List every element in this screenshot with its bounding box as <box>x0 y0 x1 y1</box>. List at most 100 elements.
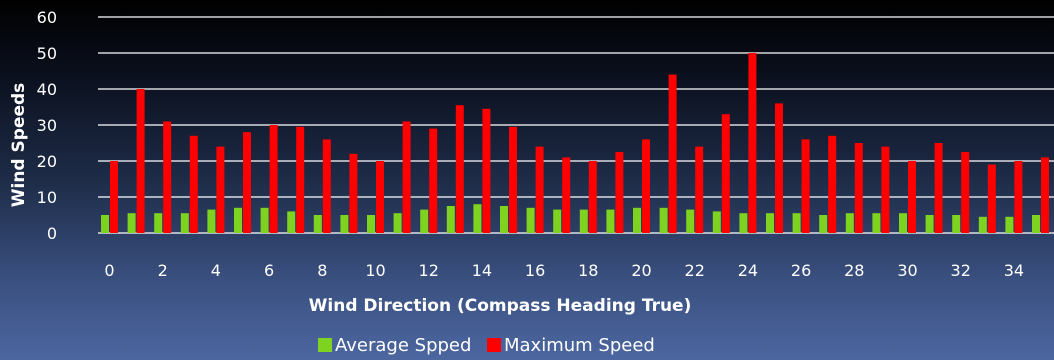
bar-average-27 <box>819 215 828 233</box>
bar-maximum-2 <box>163 121 172 233</box>
x-tick-label-20: 20 <box>631 261 651 280</box>
grid-lines <box>98 16 1054 234</box>
x-tick-label-22: 22 <box>685 261 705 280</box>
bar-maximum-8 <box>322 139 331 233</box>
bar-maximum-33 <box>987 164 996 233</box>
bar-maximum-0 <box>110 161 118 233</box>
x-tick-label-16: 16 <box>525 261 545 280</box>
bar-average-8 <box>313 215 322 233</box>
bar-average-13 <box>446 206 455 233</box>
bar-maximum-23 <box>721 114 730 233</box>
bar-average-35 <box>1032 215 1040 233</box>
y-tick-labels: 0 10 20 30 40 50 60 <box>37 8 57 243</box>
bar-average-17 <box>553 209 562 233</box>
bar-maximum-28 <box>854 143 863 233</box>
x-tick-label-34: 34 <box>1004 261 1024 280</box>
y-tick-label-40: 40 <box>37 80 57 99</box>
legend-label-maximum: Maximum Speed <box>504 335 655 356</box>
y-tick-label-20: 20 <box>37 152 57 171</box>
bar-average-28 <box>845 213 854 233</box>
bar-average-15 <box>500 206 508 233</box>
bar-average-5 <box>234 207 242 233</box>
legend-swatch-average <box>318 338 332 352</box>
x-tick-label-32: 32 <box>951 261 971 280</box>
bar-maximum-7 <box>296 126 305 233</box>
bar-maximum-30 <box>908 161 916 233</box>
bar-average-23 <box>712 211 721 233</box>
bar-maximum-32 <box>961 152 970 233</box>
bar-average-24 <box>739 213 748 233</box>
bar-maximum-34 <box>1014 161 1023 233</box>
x-tick-label-18: 18 <box>578 261 598 280</box>
bar-average-10 <box>367 215 375 233</box>
bar-average-20 <box>633 207 641 233</box>
x-tick-label-30: 30 <box>897 261 917 280</box>
bar-average-7 <box>287 211 296 233</box>
bar-average-29 <box>872 213 881 233</box>
bar-maximum-3 <box>189 135 198 233</box>
bar-average-22 <box>686 209 695 233</box>
bar-average-3 <box>180 213 189 233</box>
x-tick-label-14: 14 <box>472 261 492 280</box>
bar-average-14 <box>473 204 482 233</box>
bar-maximum-16 <box>535 146 544 233</box>
legend-swatch-maximum <box>487 338 501 352</box>
bar-average-32 <box>952 215 961 233</box>
bar-maximum-35 <box>1041 157 1049 233</box>
bar-maximum-26 <box>801 139 810 233</box>
x-tick-label-28: 28 <box>844 261 864 280</box>
bar-maximum-22 <box>695 146 704 233</box>
legend: Average Spped Maximum Speed <box>318 335 655 356</box>
x-tick-label-2: 2 <box>158 261 168 280</box>
x-tick-label-10: 10 <box>365 261 385 280</box>
bar-maximum-21 <box>668 74 677 233</box>
y-tick-label-50: 50 <box>37 44 57 63</box>
bar-maximum-25 <box>775 103 783 234</box>
y-tick-label-10: 10 <box>37 188 57 207</box>
bar-maximum-29 <box>881 146 890 233</box>
y-tick-label-0: 0 <box>47 224 57 243</box>
bar-average-6 <box>260 207 269 233</box>
bar-average-33 <box>978 216 987 233</box>
y-tick-label-30: 30 <box>37 116 57 135</box>
bar-maximum-17 <box>562 157 571 233</box>
legend-label-average: Average Spped <box>335 335 471 356</box>
bar-average-0 <box>101 215 109 233</box>
bar-average-4 <box>207 209 216 233</box>
bar-average-9 <box>340 215 349 233</box>
bar-maximum-18 <box>588 161 597 233</box>
bar-average-21 <box>659 207 668 233</box>
bar-maximum-6 <box>269 125 278 233</box>
bar-maximum-10 <box>376 161 384 233</box>
bar-average-18 <box>579 209 588 233</box>
x-tick-label-4: 4 <box>211 261 221 280</box>
x-tick-label-12: 12 <box>419 261 439 280</box>
x-tick-label-26: 26 <box>791 261 811 280</box>
x-tick-label-6: 6 <box>264 261 274 280</box>
bar-average-1 <box>127 213 136 233</box>
bar-average-11 <box>393 213 402 233</box>
bar-average-25 <box>766 213 774 233</box>
x-tick-labels: 0 2 4 6 8 10 12 14 16 18 20 22 24 26 28 30 32 34 <box>104 261 1024 280</box>
x-axis-title: Wind Direction (Compass Heading True) <box>309 296 692 316</box>
x-tick-label-8: 8 <box>317 261 327 280</box>
y-tick-label-60: 60 <box>37 8 57 27</box>
bar-average-2 <box>154 213 163 233</box>
bar-maximum-31 <box>934 143 943 233</box>
bars <box>101 53 1049 234</box>
bar-maximum-11 <box>402 121 411 233</box>
bar-maximum-13 <box>455 105 464 233</box>
x-tick-label-24: 24 <box>738 261 758 280</box>
x-tick-label-0: 0 <box>104 261 114 280</box>
bar-average-31 <box>925 215 934 233</box>
bar-maximum-5 <box>243 132 251 233</box>
bar-maximum-24 <box>748 53 757 233</box>
bar-maximum-15 <box>509 126 517 233</box>
bar-average-30 <box>899 213 907 233</box>
bar-average-19 <box>606 209 615 233</box>
bar-maximum-12 <box>429 128 438 233</box>
bar-maximum-20 <box>642 139 650 233</box>
bar-maximum-19 <box>615 152 624 233</box>
